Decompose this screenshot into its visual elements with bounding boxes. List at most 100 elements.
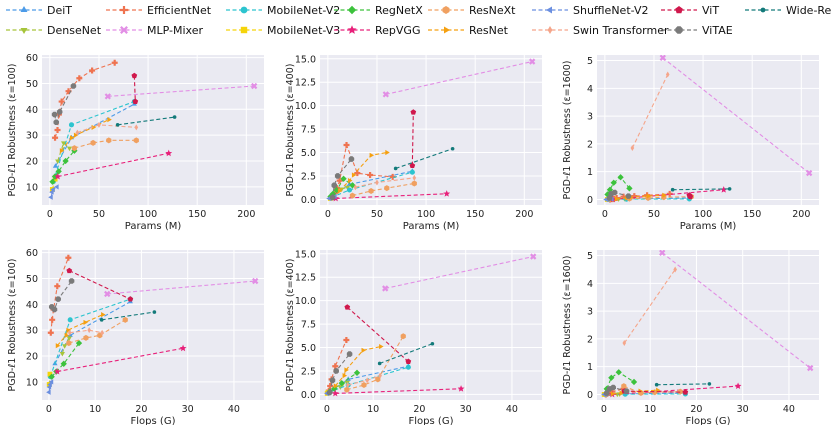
series-line-repvgg: [57, 347, 184, 373]
series-line-wide-resnet: [395, 148, 453, 169]
data-point-vitae: [56, 109, 63, 115]
y-tick-label: 1: [587, 362, 593, 373]
x-tick-label: 10: [644, 404, 656, 415]
data-point-regnetx: [610, 179, 617, 186]
data-point-mlp-mixer: [659, 250, 666, 256]
data-point-vitae: [611, 189, 618, 196]
y-tick-label: 15.0: [295, 54, 316, 65]
series-densenet: [55, 141, 73, 165]
y-tick-label: 5.0: [301, 148, 316, 159]
series-line-resnext: [629, 196, 692, 200]
x-tick-label: 150: [188, 209, 206, 220]
data-point-resnet: [66, 327, 71, 333]
y-tick-label: 10.0: [295, 101, 316, 112]
data-point-wide-resnet: [670, 187, 675, 192]
series-group: [603, 55, 813, 203]
data-point-resnext: [368, 187, 374, 194]
y-tick-label: 2: [587, 334, 593, 345]
series-line-deit: [332, 365, 409, 391]
y-tick-label: 0: [587, 195, 593, 206]
data-point-regnetx: [626, 185, 633, 192]
legend-marker-regnetx: [347, 5, 357, 15]
data-point-wide-resnet: [707, 382, 712, 386]
data-point-wide-resnet: [450, 146, 455, 151]
series-swin-transformer: [622, 266, 677, 347]
x-axis-label: Flops (G): [686, 416, 731, 425]
data-point-swin-transformer: [345, 382, 350, 388]
series-swin-transformer: [353, 174, 417, 191]
series-vitae: [48, 278, 75, 313]
data-point-vit: [344, 304, 351, 310]
legend-label: MobileNet-V2: [267, 3, 341, 17]
data-point-shufflenet-v2: [48, 194, 53, 200]
series-line-deit: [54, 301, 131, 365]
data-point-densenet: [61, 141, 67, 146]
data-point-vitae: [329, 377, 336, 384]
data-point-repvgg: [54, 172, 62, 180]
legend-entry-deit: DeiT: [5, 2, 72, 18]
data-point-mlp-mixer: [659, 55, 666, 61]
legend-marker-efficientnet: [120, 6, 128, 14]
series-densenet: [59, 336, 72, 357]
series-vit: [686, 192, 694, 200]
data-point-regnetx: [617, 174, 624, 181]
legend-swatch-regnetx: [334, 5, 370, 15]
legend-label: ViTAE: [702, 23, 733, 37]
data-point-efficientnet: [49, 316, 56, 323]
data-point-mlp-mixer: [807, 364, 814, 372]
x-tick-label: 0: [325, 209, 331, 220]
y-tick-label: 7.5: [301, 125, 316, 136]
plot-area-6: [597, 250, 819, 400]
series-mlp-mixer: [659, 250, 814, 372]
series-line-efficientnet: [54, 62, 115, 138]
legend-swatch-swin-transformer: [532, 26, 568, 34]
series-vit: [66, 267, 134, 302]
data-point-swin-transformer: [67, 329, 72, 336]
data-point-resnet: [342, 373, 348, 379]
data-point-swin-transformer: [87, 327, 91, 334]
x-tick-label: 200: [237, 209, 255, 220]
y-tick-label: 15.0: [295, 249, 316, 260]
data-point-mlp-mixer: [805, 169, 813, 177]
y-tick-label: 20: [26, 157, 38, 168]
series-line-vit: [624, 390, 686, 393]
x-tick-label: 200: [515, 209, 533, 220]
x-axis-label: Params (M): [125, 221, 182, 232]
series-vit: [409, 109, 417, 169]
series-line-mlp-mixer: [662, 57, 810, 174]
legend-entry-mobilenet-v2: MobileNet-V2: [225, 2, 340, 18]
data-point-vitae: [333, 368, 339, 374]
series-line-vit: [133, 75, 136, 102]
data-point-densenet: [66, 146, 73, 152]
data-point-efficientnet: [58, 98, 65, 105]
data-point-regnetx: [55, 168, 62, 175]
legend-marker-deit: [20, 6, 28, 12]
data-point-shufflenet-v2: [47, 381, 52, 388]
legend-marker-vit: [675, 6, 683, 14]
series-mlp-mixer: [104, 82, 258, 100]
data-point-wide-resnet: [377, 361, 382, 366]
series-group: [48, 59, 258, 200]
data-point-resnext: [400, 333, 406, 340]
series-regnetx: [604, 174, 633, 198]
data-point-mobilenet-v2: [346, 187, 353, 193]
series-wide-resnet: [670, 187, 732, 192]
data-point-regnetx: [630, 378, 638, 386]
legend-swatch-mlp-mixer: [106, 26, 142, 34]
data-point-efficientnet: [631, 193, 638, 200]
series-line-resnext: [68, 319, 126, 344]
data-point-repvgg: [457, 385, 465, 392]
legend-entry-resnext: ResNeXt: [427, 2, 516, 18]
series-line-repvgg: [57, 152, 169, 178]
y-axis-label: PGD-ℓ1 Robustness (ε=1600): [562, 255, 573, 394]
y-tick-label: 7.5: [301, 320, 316, 331]
y-tick-label: 2.5: [301, 366, 316, 377]
data-point-efficientnet: [54, 283, 61, 290]
legend-swatch-repvgg: [334, 25, 370, 34]
y-axis-label: PGD-ℓ1 Robustness (ε=400): [285, 64, 296, 197]
legend-marker-shufflenet-v2: [546, 6, 552, 14]
data-point-resnext: [122, 316, 128, 323]
series-line-vitae: [54, 85, 74, 125]
legend-label: EfficientNet: [147, 3, 212, 17]
series-group: [46, 254, 259, 395]
